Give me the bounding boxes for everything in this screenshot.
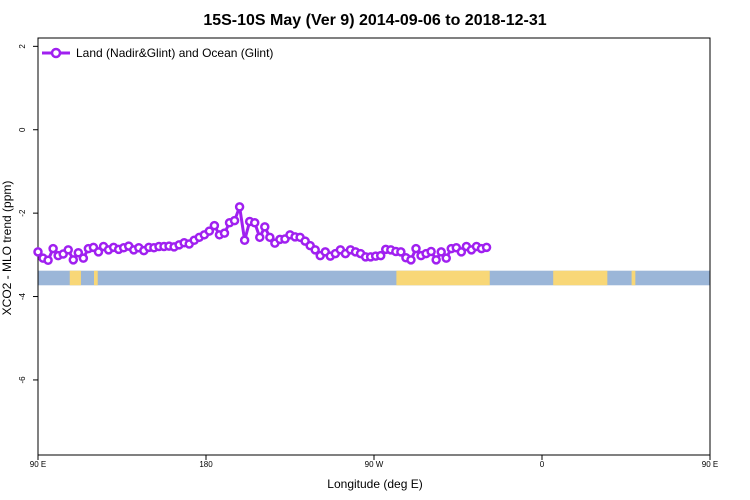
data-point <box>441 253 451 263</box>
chart-title: 15S-10S May (Ver 9) 2014-09-06 to 2018-1… <box>203 12 546 29</box>
data-point <box>456 247 467 257</box>
y-tick-label: -2 <box>18 209 27 217</box>
data-point <box>406 255 416 265</box>
land-segment <box>69 270 81 286</box>
legend: Land (Nadir&Glint) and Ocean (Glint) <box>42 46 273 60</box>
data-point <box>204 226 215 236</box>
data-point <box>63 245 73 255</box>
ocean-band <box>38 270 710 286</box>
data-point <box>219 228 230 238</box>
y-tick-label: -6 <box>18 376 27 384</box>
x-tick-label: 180 <box>199 460 213 469</box>
data-point <box>43 255 53 266</box>
data-point <box>73 248 84 258</box>
land-segments <box>69 270 636 286</box>
data-point <box>48 243 58 254</box>
data-point <box>375 250 386 261</box>
data-point <box>411 243 421 254</box>
land-segment <box>94 270 98 286</box>
data-point <box>234 202 245 212</box>
data-point <box>481 242 492 253</box>
y-tick-label: 2 <box>18 44 27 49</box>
x-tick-label: 90 E <box>702 460 718 469</box>
x-axis-ticks: 90 E 180 90 W 0 90 E <box>30 455 718 469</box>
legend-label: Land (Nadir&Glint) and Ocean (Glint) <box>76 46 273 60</box>
data-point <box>431 255 441 265</box>
data-point <box>68 255 79 265</box>
land-segment <box>396 270 490 286</box>
data-point <box>255 232 265 243</box>
data-point <box>426 246 436 257</box>
data-point <box>93 247 104 257</box>
y-axis-label: XCO2 - MLO trend (ppm) <box>0 181 14 316</box>
y-tick-label: 0 <box>18 127 27 132</box>
land-segment <box>553 270 608 286</box>
x-tick-label: 90 W <box>365 460 384 469</box>
data-point <box>209 220 220 231</box>
data-point <box>249 217 260 228</box>
x-tick-label: 90 E <box>30 460 46 469</box>
data-point <box>33 247 43 257</box>
data-point <box>396 247 406 257</box>
data-point <box>229 215 240 226</box>
data-point <box>78 253 89 263</box>
land-ocean-strip <box>38 270 710 286</box>
series-group <box>33 202 492 266</box>
data-point <box>265 232 275 243</box>
y-axis-ticks: -6 -4 -2 0 2 <box>18 44 38 384</box>
legend-marker <box>50 47 62 59</box>
data-point <box>436 247 446 257</box>
x-axis-label: Longitude (deg E) <box>327 477 422 491</box>
data-point <box>260 222 270 232</box>
data-point <box>310 245 320 255</box>
data-point <box>239 235 250 245</box>
y-tick-label: -4 <box>18 292 27 300</box>
land-segment <box>631 270 636 286</box>
x-tick-label: 0 <box>540 460 545 469</box>
